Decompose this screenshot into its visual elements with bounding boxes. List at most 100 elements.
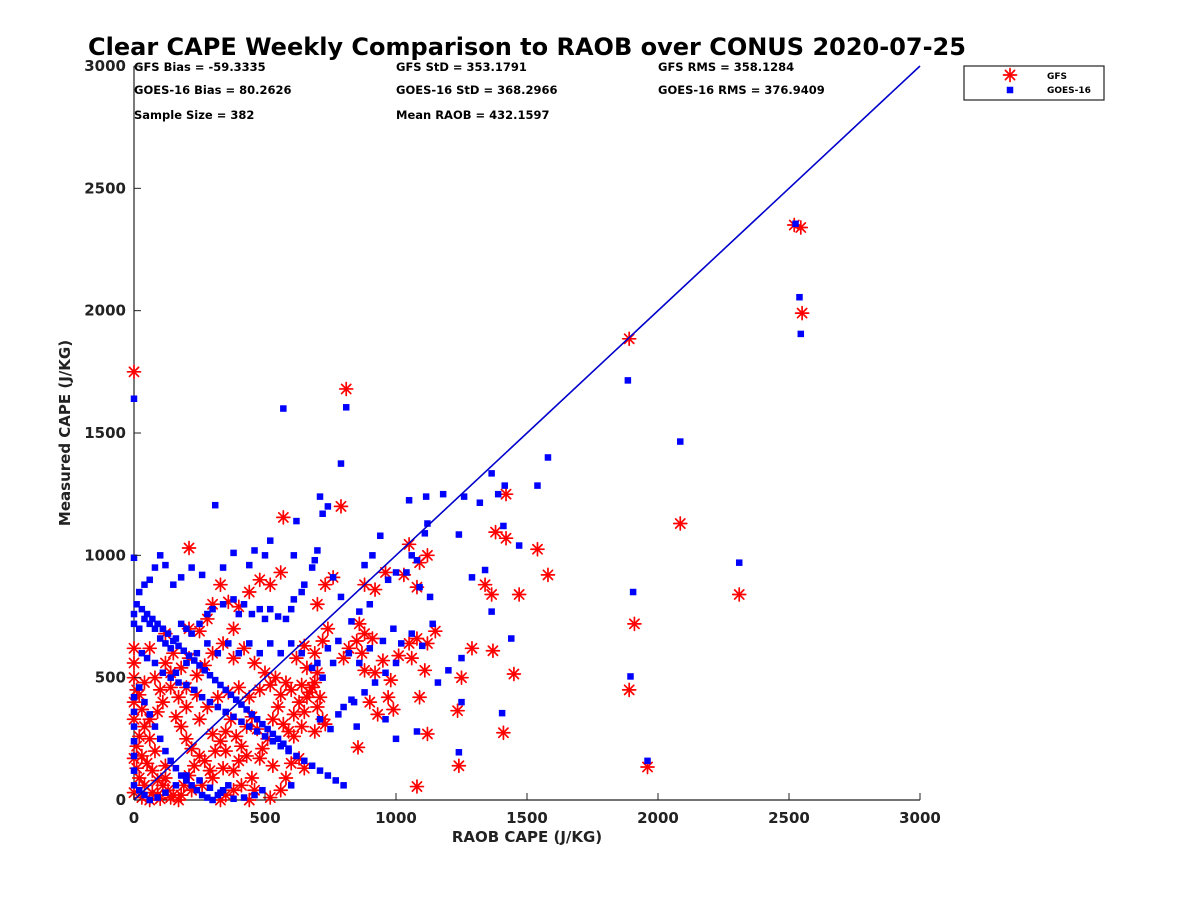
goes16-point bbox=[792, 220, 799, 228]
gfs-point bbox=[131, 770, 147, 786]
legend-gfs-marker bbox=[1002, 67, 1018, 83]
gfs-point bbox=[234, 738, 249, 754]
goes16-point bbox=[301, 757, 308, 765]
goes16-point bbox=[135, 588, 143, 596]
goes16-point bbox=[405, 497, 413, 504]
gfs-point bbox=[367, 665, 383, 681]
goes16-point bbox=[238, 701, 245, 708]
gfs-point bbox=[179, 699, 194, 715]
gfs-point bbox=[621, 682, 637, 698]
x-tick-label: 3000 bbox=[899, 809, 941, 827]
goes16-point bbox=[191, 657, 198, 664]
gfs-point bbox=[241, 584, 257, 600]
goes16-point bbox=[198, 693, 206, 701]
gfs-point bbox=[794, 305, 810, 321]
gfs-point bbox=[477, 577, 493, 593]
goes16-point bbox=[280, 405, 287, 412]
goes16-point bbox=[206, 784, 214, 792]
goes16-point bbox=[159, 625, 167, 632]
goes16-point bbox=[206, 671, 214, 679]
goes16-point bbox=[151, 564, 159, 571]
gfs-point bbox=[333, 499, 349, 514]
goes16-point bbox=[356, 608, 363, 615]
goes16-point bbox=[196, 620, 203, 628]
goes16-point bbox=[130, 554, 138, 562]
x-axis-ticks: 0 500 1000 1500 2000 2500 3000 bbox=[129, 793, 941, 827]
x-tick-label: 1000 bbox=[375, 809, 417, 827]
goes16-point bbox=[135, 625, 143, 632]
stat-text: GFS StD = 353.1791 bbox=[396, 60, 527, 74]
goes16-point bbox=[797, 330, 805, 338]
goes16-point bbox=[235, 649, 243, 657]
goes16-point bbox=[314, 659, 321, 667]
gfs-point bbox=[265, 758, 281, 774]
gfs-point bbox=[278, 675, 294, 690]
goes16-point bbox=[167, 674, 174, 681]
goes16-point bbox=[222, 686, 229, 694]
y-tick-label: 500 bbox=[95, 669, 126, 687]
goes16-point bbox=[337, 593, 345, 601]
gfs-point bbox=[354, 645, 370, 661]
goes16-point bbox=[183, 681, 190, 689]
gfs-point bbox=[155, 694, 171, 710]
gfs-point bbox=[137, 719, 152, 734]
gfs-point bbox=[464, 640, 480, 656]
gfs-point bbox=[234, 777, 249, 793]
gfs-point bbox=[273, 565, 289, 580]
gfs-point bbox=[163, 790, 179, 805]
gfs-point bbox=[205, 726, 220, 742]
gfs-point bbox=[244, 770, 260, 786]
gfs-series bbox=[126, 217, 810, 808]
gfs-point bbox=[317, 577, 333, 593]
goes16-point bbox=[421, 530, 429, 537]
goes16-point bbox=[170, 637, 177, 645]
gfs-point bbox=[454, 670, 469, 686]
goes16-point bbox=[413, 728, 421, 735]
gfs-point bbox=[173, 719, 189, 734]
goes16-point bbox=[261, 615, 269, 623]
gfs-point bbox=[672, 516, 688, 531]
goes16-point bbox=[481, 566, 489, 574]
goes16-point bbox=[269, 738, 277, 745]
goes16-point bbox=[246, 561, 253, 569]
goes16-point bbox=[209, 796, 216, 804]
gfs-point bbox=[296, 704, 312, 720]
gfs-point bbox=[307, 645, 323, 661]
goes16-point bbox=[251, 547, 258, 554]
gfs-point bbox=[420, 726, 435, 742]
goes16-point bbox=[361, 561, 368, 569]
goes16-point bbox=[324, 503, 332, 510]
goes16-point bbox=[298, 588, 305, 596]
gfs-point bbox=[252, 572, 268, 588]
goes16-point bbox=[342, 404, 350, 411]
goes16-point bbox=[266, 640, 274, 647]
goes16-point bbox=[298, 649, 305, 657]
goes16-point bbox=[311, 556, 319, 564]
goes16-point bbox=[316, 716, 324, 723]
x-tick-label: 2500 bbox=[768, 809, 810, 827]
gfs-point bbox=[511, 587, 527, 602]
goes16-point bbox=[130, 610, 138, 618]
legend-gfs-label: GFS bbox=[1047, 72, 1067, 82]
goes16-point bbox=[290, 596, 298, 603]
goes16-point bbox=[253, 728, 261, 735]
stat-text: GOES-16 StD = 368.2966 bbox=[396, 83, 557, 97]
goes16-point bbox=[392, 735, 400, 743]
goes16-point bbox=[356, 659, 363, 667]
goes16-point bbox=[422, 493, 430, 500]
goes16-point bbox=[256, 649, 264, 657]
goes16-point bbox=[488, 470, 495, 477]
goes16-point bbox=[183, 659, 190, 667]
goes16-point bbox=[392, 569, 400, 576]
goes16-point bbox=[293, 517, 300, 525]
goes16-point bbox=[130, 752, 138, 760]
goes16-point bbox=[130, 723, 138, 730]
gfs-point bbox=[186, 758, 202, 774]
goes16-point bbox=[403, 569, 410, 576]
gfs-point bbox=[152, 682, 168, 698]
goes16-point bbox=[379, 637, 387, 645]
goes16-point bbox=[211, 501, 219, 509]
goes16-point bbox=[408, 552, 415, 559]
goes16-point bbox=[361, 689, 368, 696]
goes16-point bbox=[629, 588, 637, 596]
